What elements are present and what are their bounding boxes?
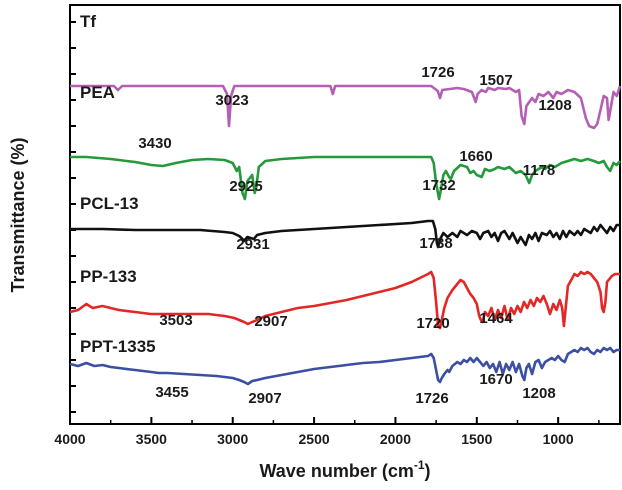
- x-tick-label: 1000: [543, 431, 574, 447]
- peak-label: 1726: [421, 64, 454, 81]
- peak-label: 1208: [538, 97, 571, 114]
- peak-label: 3503: [159, 312, 192, 329]
- x-axis: 4000 3500 3000 2500 2000 1500 1000: [54, 417, 600, 447]
- x-tick-label: 4000: [54, 431, 85, 447]
- series-label: PPT-1335: [80, 337, 156, 356]
- spectra-curves: [69, 84, 622, 386]
- peak-label: 2931: [236, 236, 269, 253]
- peak-label: 1732: [422, 177, 455, 194]
- series-label: PCL-13: [80, 194, 139, 213]
- peak-label: 3455: [155, 384, 188, 401]
- x-tick-label: 3500: [136, 431, 167, 447]
- peak-label: 3023: [215, 92, 248, 109]
- peak-label: 1726: [415, 390, 448, 407]
- peak-label: 1660: [459, 148, 492, 165]
- series-label: Tf: [80, 12, 96, 31]
- peak-label: 3430: [138, 135, 171, 152]
- peak-label: 1507: [479, 72, 512, 89]
- x-axis-title: Wave number (cm-1): [259, 458, 430, 481]
- x-tick-label: 3000: [217, 431, 248, 447]
- peak-label: 1670: [479, 371, 512, 388]
- plot-frame: [69, 4, 621, 425]
- peak-label: 1720: [416, 315, 449, 332]
- peak-label: 2925: [229, 178, 262, 195]
- peak-label: 1464: [479, 310, 513, 327]
- series-label: PEA: [80, 83, 115, 102]
- series-line-pea: [70, 155, 622, 201]
- series-label: PP-133: [80, 267, 137, 286]
- series-line-ppt-1335: [69, 346, 620, 386]
- series-line-pp-133: [69, 270, 620, 330]
- peak-label: 1738: [419, 235, 452, 252]
- peak-label: 1178: [523, 162, 556, 179]
- x-tick-label: 1500: [461, 431, 492, 447]
- peak-label: 1208: [522, 385, 555, 402]
- peak-label: 2907: [254, 313, 287, 330]
- series-line-pcl-13: [70, 219, 620, 249]
- peak-label: 2907: [248, 390, 281, 407]
- series-line-tf: [70, 84, 622, 130]
- x-tick-label: 2000: [380, 431, 411, 447]
- x-tick-label: 2500: [299, 431, 330, 447]
- y-axis-title: Transmittance (%): [8, 137, 28, 292]
